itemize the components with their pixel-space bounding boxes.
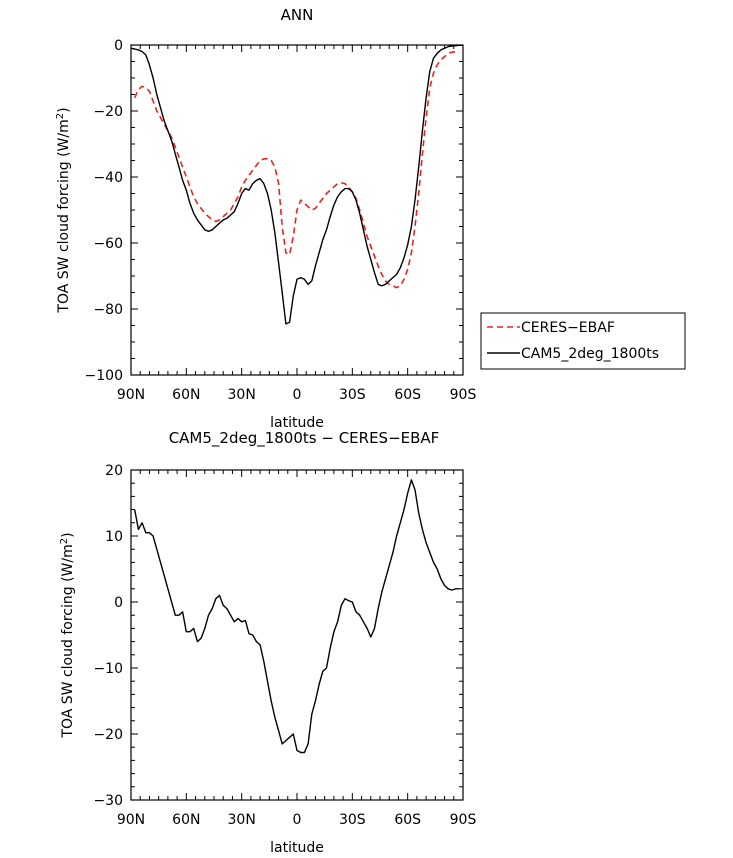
legend-label-ceres: CERES−EBAF <box>521 320 615 336</box>
x-tick-label: 60N <box>172 387 200 403</box>
panel-difference: CAM5_2deg_1800ts − CERES−EBAF 90N 60N 30N 0… <box>59 429 477 856</box>
panel-1-x-axis: 90N 60N 30N 0 30S 60S 90S <box>117 45 477 403</box>
x-tick-label: 30N <box>228 387 256 403</box>
y-tick-label: −80 <box>93 302 123 318</box>
y-tick-label: 0 <box>114 38 123 54</box>
panel-2-x-axis: 90N 60N 30N 0 30S 60S 90S <box>117 470 477 828</box>
x-tick-label: 30N <box>228 812 256 828</box>
series-line-0 <box>133 50 460 289</box>
panel-2-title: CAM5_2deg_1800ts − CERES−EBAF <box>169 429 440 448</box>
y-tick-label: 0 <box>114 595 123 611</box>
panel-annual-mean: ANN 90N 60N 30N 0 30S 60S 90S 0 −20 −40 −60 −80 −10… <box>55 6 686 431</box>
y-tick-label: 10 <box>105 529 123 545</box>
panel-2-y-axis: 20 10 0 −10 −20 −30 <box>93 463 463 809</box>
panel-1-series <box>130 44 463 325</box>
series-line-1 <box>130 44 463 325</box>
x-tick-label: 30S <box>339 812 366 828</box>
panel-2-series <box>134 479 460 754</box>
panel-1-y-label: TOA SW cloud forcing (W/m2) <box>55 107 73 313</box>
y-tick-label: −30 <box>93 793 123 809</box>
x-tick-label: 0 <box>293 812 302 828</box>
x-tick-label: 60N <box>172 812 200 828</box>
y-tick-label: −20 <box>93 104 123 120</box>
x-tick-label: 90N <box>117 387 145 403</box>
panel-1-title: ANN <box>281 6 314 24</box>
y-tick-label: −20 <box>93 727 123 743</box>
panel-1-y-axis: 0 −20 −40 −60 −80 −100 <box>85 38 463 384</box>
x-tick-label: 60S <box>394 387 421 403</box>
legend-box <box>480 312 686 370</box>
y-tick-label: −60 <box>93 236 123 252</box>
x-tick-label: 0 <box>293 387 302 403</box>
panel-1-x-label: latitude <box>270 415 324 431</box>
y-tick-label: −10 <box>93 661 123 677</box>
x-tick-label: 90S <box>450 812 477 828</box>
x-tick-label: 60S <box>394 812 421 828</box>
legend: CERES−EBAF CAM5_2deg_1800ts <box>480 312 686 370</box>
y-tick-label: 20 <box>105 463 123 479</box>
legend-label-cam5: CAM5_2deg_1800ts <box>521 346 659 362</box>
panel-2-y-label: TOA SW cloud forcing (W/m2) <box>59 532 77 738</box>
x-tick-label: 30S <box>339 387 366 403</box>
series-line-0 <box>134 479 460 754</box>
x-tick-label: 90S <box>450 387 477 403</box>
x-tick-label: 90N <box>117 812 145 828</box>
y-tick-label: −100 <box>85 368 123 384</box>
panel-2-x-label: latitude <box>270 840 324 856</box>
y-tick-label: −40 <box>93 170 123 186</box>
